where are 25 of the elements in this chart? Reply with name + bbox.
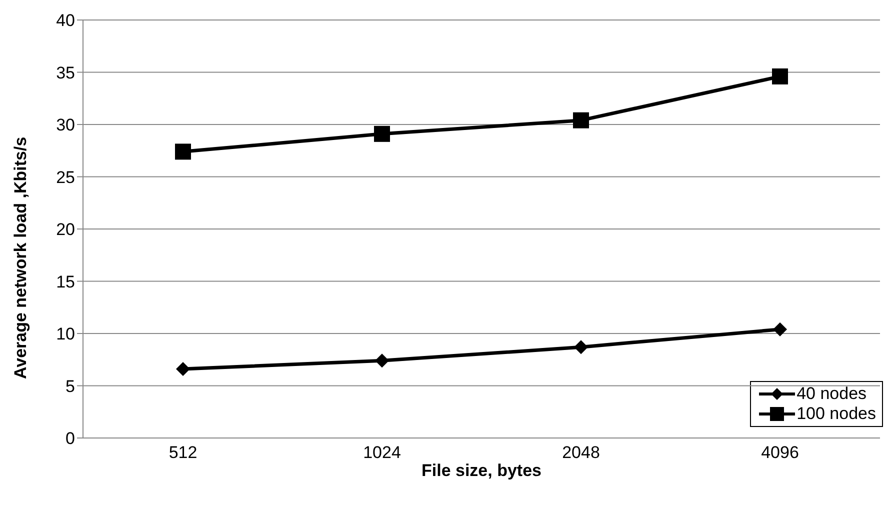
y-tick-label: 15 bbox=[56, 272, 75, 292]
legend-label: 100 nodes bbox=[796, 404, 876, 424]
point bbox=[773, 322, 787, 336]
legend-label: 40 nodes bbox=[796, 384, 867, 404]
y-tick-label: 35 bbox=[56, 63, 75, 82]
point bbox=[772, 68, 788, 84]
x-tick-label: 1024 bbox=[363, 443, 401, 462]
y-tick-label: 30 bbox=[56, 116, 75, 135]
point bbox=[176, 362, 190, 376]
y-tick-label: 5 bbox=[66, 376, 75, 396]
y-axis-title: Average network load ,Kbits/s bbox=[11, 136, 30, 379]
x-tick-label: 4096 bbox=[761, 443, 799, 462]
x-tick-label: 2048 bbox=[562, 443, 600, 462]
point bbox=[573, 112, 589, 128]
point bbox=[374, 126, 390, 142]
y-tick-label: 0 bbox=[66, 429, 75, 448]
point bbox=[375, 354, 389, 368]
y-tick-label: 40 bbox=[56, 11, 75, 30]
point bbox=[574, 340, 588, 354]
y-tick-label: 10 bbox=[56, 324, 75, 344]
x-tick-label: 512 bbox=[168, 443, 198, 462]
point bbox=[175, 144, 191, 160]
y-tick-label: 20 bbox=[56, 220, 75, 240]
x-axis-title: File size, bytes bbox=[422, 461, 542, 480]
y-tick-label: 25 bbox=[56, 168, 75, 187]
